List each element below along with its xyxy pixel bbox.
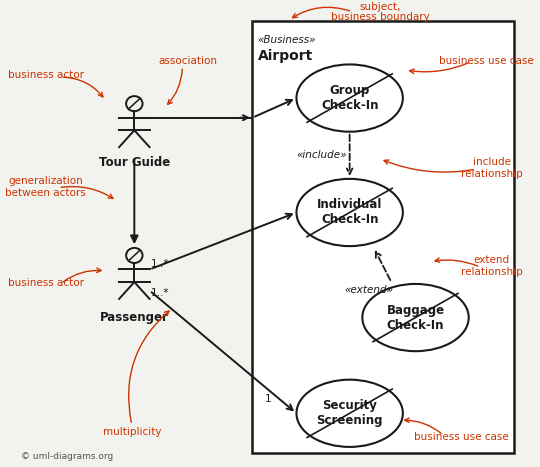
Text: Security
Screening: Security Screening <box>316 399 383 427</box>
Text: subject,: subject, <box>359 2 401 12</box>
Text: Tour Guide: Tour Guide <box>99 156 170 170</box>
Text: association: association <box>158 56 217 66</box>
Ellipse shape <box>296 64 403 132</box>
Ellipse shape <box>296 380 403 447</box>
Text: Passenger: Passenger <box>100 311 169 324</box>
Text: business use case: business use case <box>414 432 509 442</box>
Text: extend
relationship: extend relationship <box>461 255 522 277</box>
Bar <box>252 21 514 453</box>
Text: Group
Check-In: Group Check-In <box>321 84 379 112</box>
Ellipse shape <box>296 179 403 246</box>
Text: Airport: Airport <box>258 49 313 63</box>
Text: business boundary: business boundary <box>330 12 429 22</box>
Text: generalization
between actors: generalization between actors <box>5 176 86 198</box>
Text: multiplicity: multiplicity <box>103 427 161 437</box>
Text: Individual
Check-In: Individual Check-In <box>317 198 382 226</box>
Text: 1..*: 1..* <box>151 288 170 298</box>
Ellipse shape <box>362 284 469 351</box>
Text: © uml-diagrams.org: © uml-diagrams.org <box>22 453 113 461</box>
Text: business use case: business use case <box>439 56 534 66</box>
Text: «Business»: «Business» <box>258 35 316 45</box>
Text: 1..*: 1..* <box>151 259 170 269</box>
Text: business actor: business actor <box>8 277 84 288</box>
Text: 1: 1 <box>265 394 272 404</box>
Text: Baggage
Check-In: Baggage Check-In <box>387 304 444 332</box>
Text: «include»: «include» <box>296 150 347 160</box>
Text: business actor: business actor <box>8 70 84 80</box>
Text: «extend»: «extend» <box>345 284 394 295</box>
Text: include
relationship: include relationship <box>461 157 522 179</box>
